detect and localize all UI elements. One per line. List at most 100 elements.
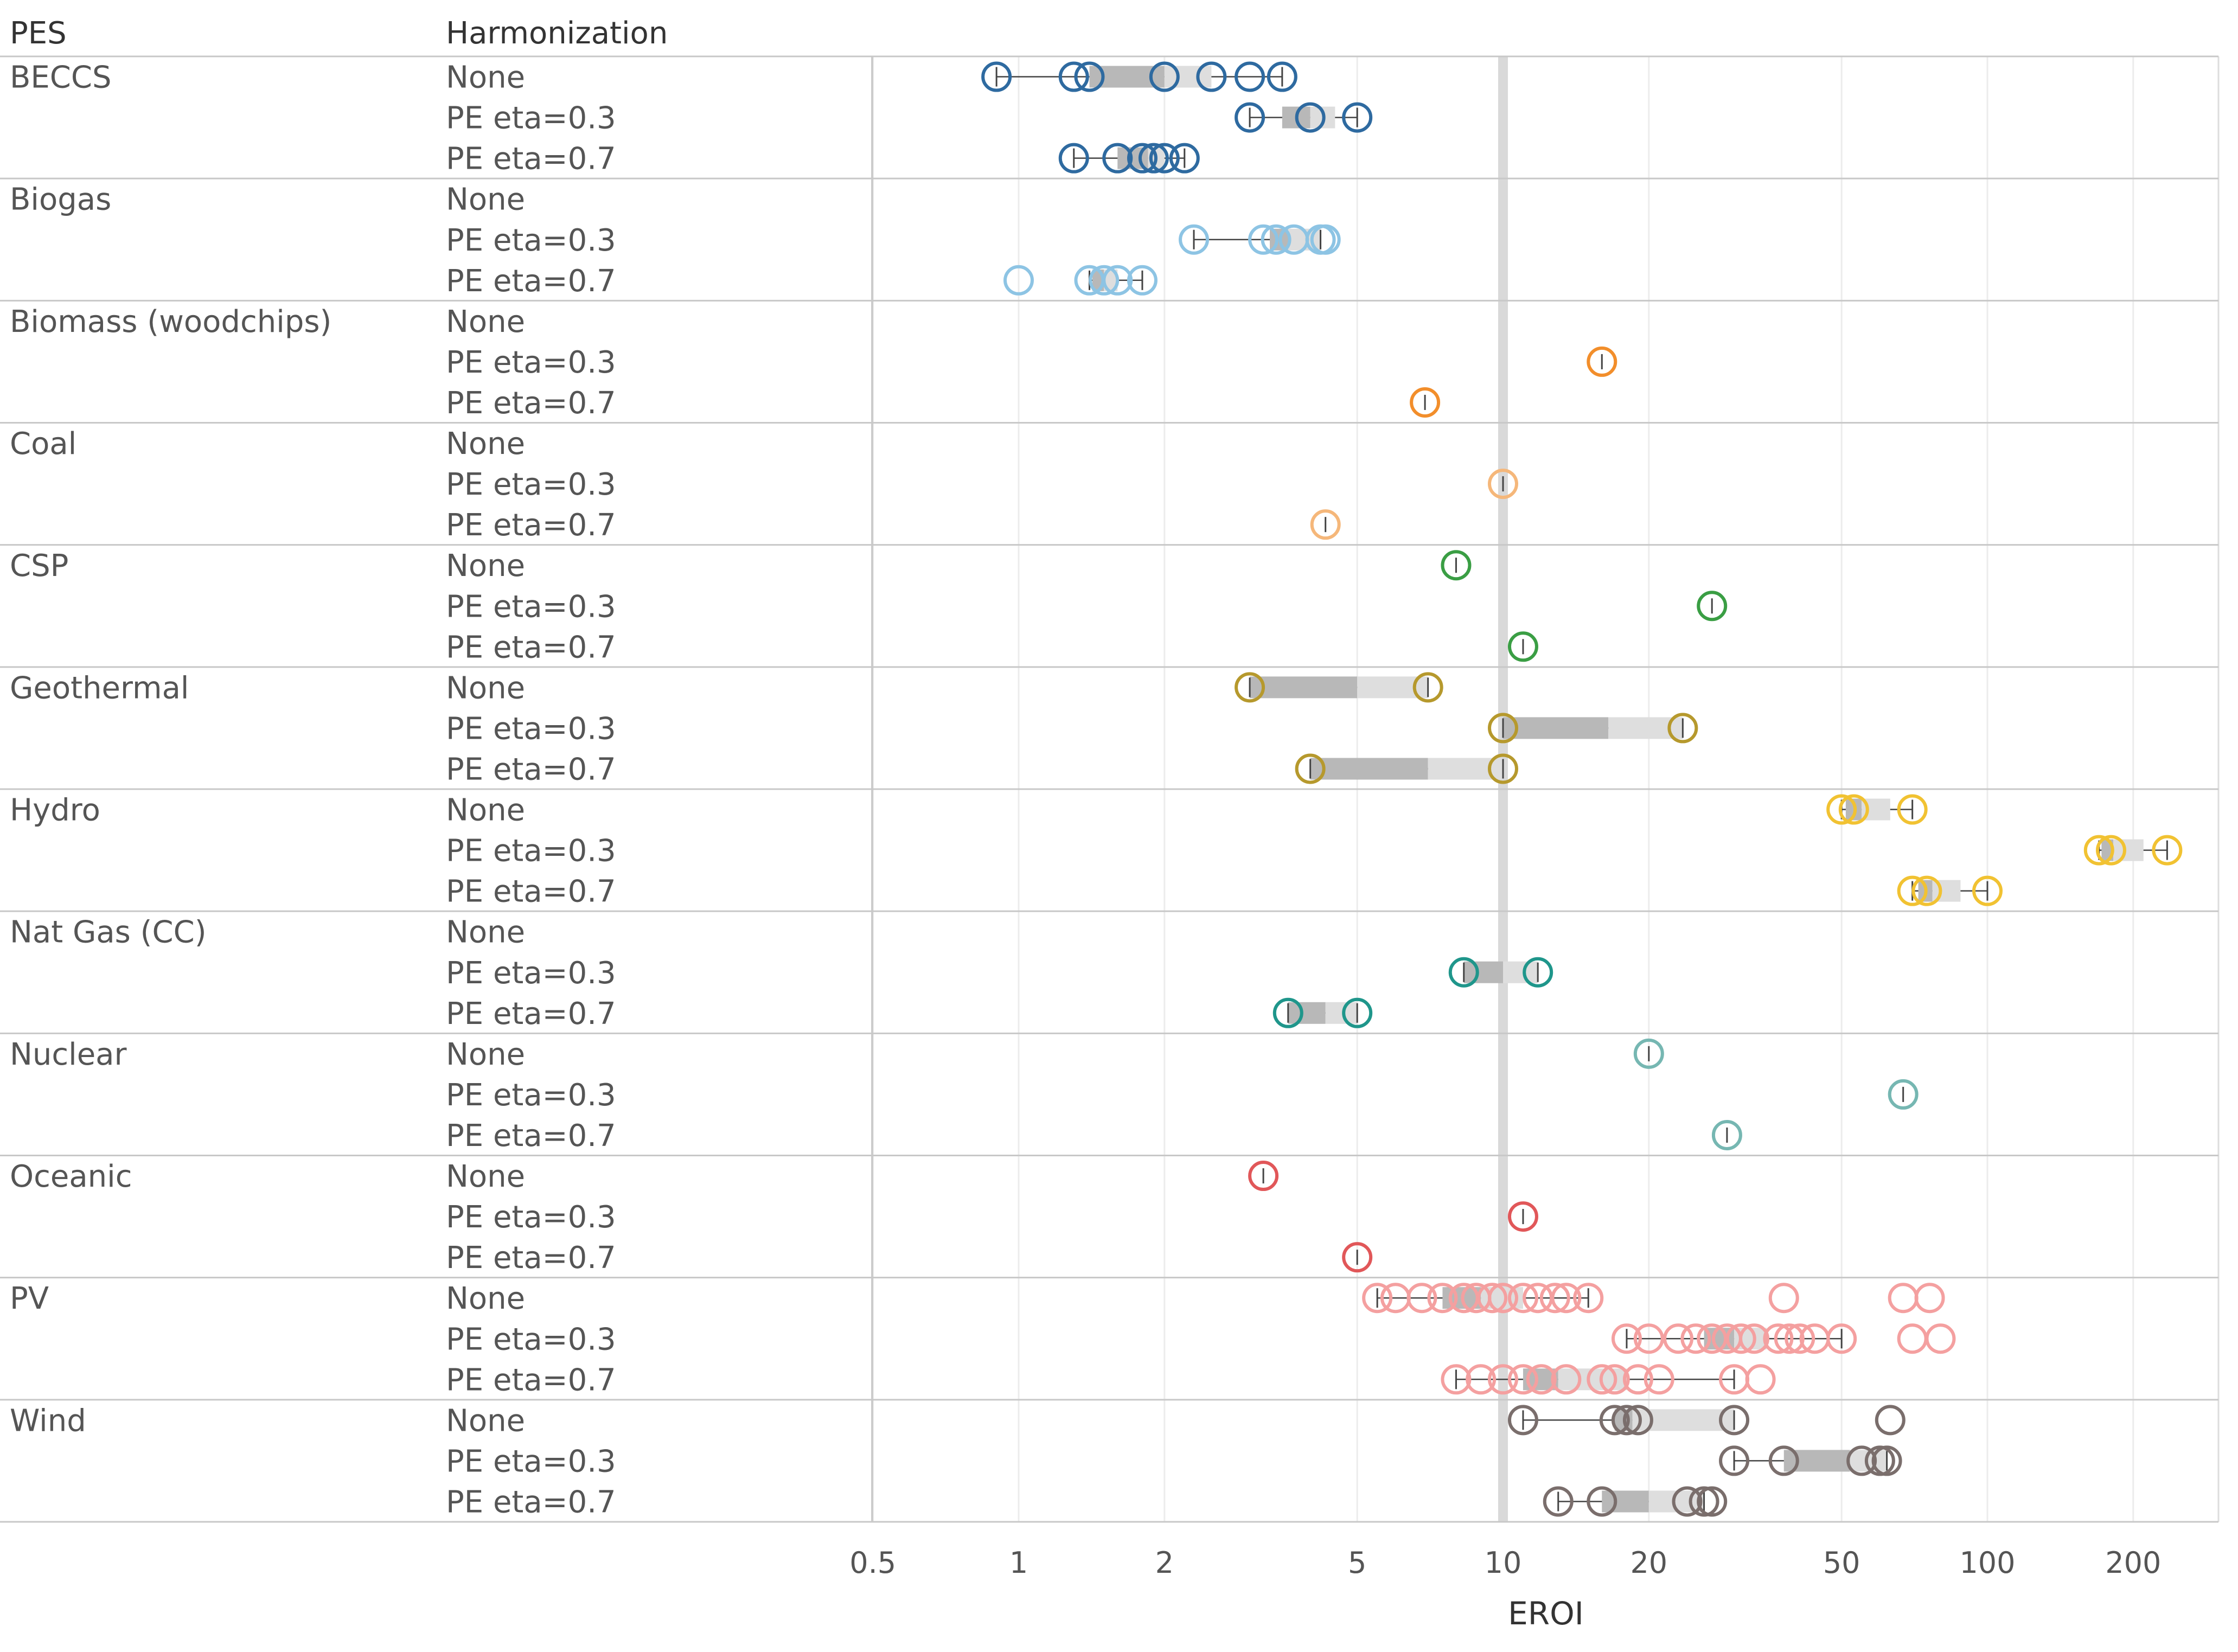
data-point (1689, 1486, 1719, 1517)
harmonization-label: None (446, 548, 525, 584)
row-marks (1507, 1405, 1906, 1436)
data-point (981, 61, 1012, 92)
data-marks (981, 61, 2183, 1517)
pes-label: Coal (10, 426, 76, 462)
box-upper (2113, 839, 2144, 861)
data-point (1622, 1405, 1653, 1436)
x-tick-label: 10 (1485, 1546, 1522, 1580)
data-point (1587, 1486, 1617, 1517)
x-tick-label: 0.5 (849, 1546, 896, 1580)
harmonization-label: PE eta=0.3 (446, 1444, 616, 1479)
data-point (1196, 61, 1227, 92)
row-marks (1488, 713, 1698, 744)
row-marks (1719, 1445, 1902, 1476)
data-point (1846, 1445, 1877, 1476)
x-tick-label: 2 (1155, 1546, 1174, 1580)
data-point (2152, 835, 2183, 866)
harmonization-label: PE eta=0.3 (446, 467, 616, 502)
data-point (1169, 143, 1200, 174)
row-marks (1273, 997, 1373, 1028)
data-point (1248, 1161, 1279, 1192)
data-point (1539, 1283, 1570, 1314)
harmonization-label: None (446, 1281, 525, 1316)
data-point (1342, 1242, 1373, 1273)
data-point (1826, 1323, 1857, 1354)
row-marks (1826, 794, 1928, 825)
data-point (1774, 1323, 1805, 1354)
row-marks (1543, 1486, 1728, 1517)
data-point (1543, 1486, 1574, 1517)
harmonization-label: PE eta=0.3 (446, 101, 616, 136)
data-point (1644, 1364, 1674, 1395)
data-point (1573, 1283, 1604, 1314)
row-marks (1441, 550, 1472, 581)
data-point (1599, 1405, 1630, 1436)
data-point (1587, 346, 1617, 377)
data-point (1441, 1364, 1472, 1395)
data-point (1864, 1445, 1895, 1476)
data-point (1089, 265, 1120, 296)
data-point (1058, 61, 1089, 92)
x-tick-label: 100 (1959, 1546, 2015, 1580)
pes-label: Hydro (10, 793, 100, 828)
harmonization-label: PE eta=0.7 (446, 630, 616, 665)
box-upper (1164, 66, 1212, 88)
row-labels: PES Harmonization BECCS None PE eta=0.3 PE et… (10, 16, 668, 1520)
harmonization-label: PE eta=0.3 (446, 1200, 616, 1235)
data-point (1697, 1486, 1728, 1517)
data-point (1871, 1445, 1902, 1476)
data-point (1507, 1201, 1538, 1232)
harmonization-label: None (446, 60, 525, 95)
harmonization-label: PE eta=0.3 (446, 345, 616, 380)
data-point (1410, 387, 1441, 418)
data-point (1507, 1364, 1538, 1395)
harmonization-label: None (446, 915, 525, 950)
harmonization-label: PE eta=0.7 (446, 1118, 616, 1154)
row-marks (1310, 509, 1341, 540)
data-point (1267, 61, 1297, 92)
data-point (1507, 1405, 1538, 1436)
pes-label: Biogas (10, 182, 111, 217)
data-point (1507, 1283, 1538, 1314)
data-point (1488, 1283, 1518, 1314)
box-lower (1288, 1002, 1326, 1024)
data-point (1295, 753, 1326, 784)
row-marks (1507, 1201, 1538, 1232)
data-point (1888, 1079, 1919, 1110)
data-point (1599, 1364, 1630, 1395)
harmonization-label: PE eta=0.7 (446, 996, 616, 1032)
data-point (1768, 1283, 1799, 1314)
data-point (1551, 1283, 1582, 1314)
data-point (1466, 1364, 1497, 1395)
structure-layer (0, 55, 2220, 1523)
pes-label: Nuclear (10, 1037, 127, 1072)
row-marks (1697, 591, 1728, 622)
pes-label: Biomass (woodchips) (10, 304, 331, 340)
pes-label: Geothermal (10, 670, 189, 706)
data-point (1587, 1364, 1617, 1395)
column-header-harmonization: Harmonization (446, 16, 668, 51)
data-point (1551, 1364, 1582, 1395)
harmonization-label: PE eta=0.7 (446, 264, 616, 299)
row-marks (1362, 1283, 1945, 1314)
pes-label: Nat Gas (CC) (10, 915, 207, 950)
data-point (1897, 794, 1928, 825)
column-header-pes: PES (10, 16, 67, 51)
data-point (1897, 875, 1928, 906)
box-lower (1503, 717, 1609, 739)
box-lower (1310, 758, 1428, 780)
pes-label: BECCS (10, 60, 112, 95)
row-marks (1295, 753, 1518, 784)
row-marks (1248, 1161, 1279, 1192)
x-tick-label: 5 (1348, 1546, 1366, 1580)
row-marks (1235, 672, 1443, 703)
data-point (1622, 1364, 1653, 1395)
data-point (1406, 1283, 1437, 1314)
harmonization-label: None (446, 1037, 525, 1072)
harmonization-label: None (446, 670, 525, 706)
row-marks (1897, 875, 2003, 906)
data-point (1507, 631, 1538, 662)
harmonization-label: PE eta=0.3 (446, 834, 616, 869)
row-marks (1448, 957, 1553, 988)
data-point (1768, 1445, 1799, 1476)
